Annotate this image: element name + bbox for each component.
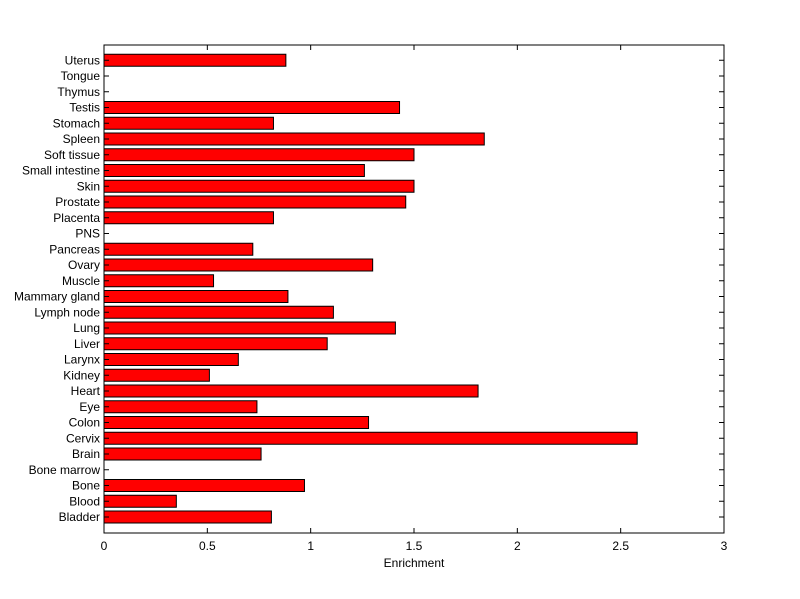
y-tick-label: Thymus bbox=[57, 85, 100, 99]
bar bbox=[103, 195, 407, 209]
y-tick-label: Placenta bbox=[53, 211, 100, 225]
y-tick-label: Tongue bbox=[61, 69, 101, 83]
bar bbox=[103, 258, 374, 272]
y-tick-label: Larynx bbox=[64, 353, 100, 367]
y-tick-label: Lymph node bbox=[34, 305, 100, 319]
x-tick-label: 2.5 bbox=[612, 539, 629, 553]
y-tick-label: Mammary gland bbox=[14, 290, 100, 304]
bar bbox=[103, 321, 396, 335]
bar bbox=[103, 494, 177, 508]
y-tick-label: Prostate bbox=[55, 195, 100, 209]
bar bbox=[103, 305, 334, 319]
y-tick-label: Stomach bbox=[53, 116, 100, 130]
y-tick-label: Bone bbox=[72, 479, 100, 493]
y-tick-label: Lung bbox=[73, 321, 100, 335]
bar bbox=[103, 416, 370, 429]
y-tick-label: Bone marrow bbox=[29, 463, 101, 477]
bar bbox=[103, 510, 272, 524]
x-tick-label: 1 bbox=[307, 539, 314, 553]
bar bbox=[103, 274, 215, 288]
bar bbox=[103, 447, 262, 461]
bar bbox=[103, 53, 287, 67]
bar bbox=[103, 211, 274, 225]
bar bbox=[103, 353, 239, 366]
y-tick-label: PNS bbox=[75, 227, 100, 241]
y-tick-label: Liver bbox=[74, 337, 100, 351]
x-axis-ticks: 0 0.5 1 1.5 2 2.5 3 bbox=[101, 45, 728, 553]
y-tick-label: Cervix bbox=[66, 431, 100, 445]
y-tick-label: Bladder bbox=[59, 510, 100, 524]
bar bbox=[103, 337, 328, 351]
y-tick-label: Kidney bbox=[63, 368, 100, 382]
x-tick-label: 3 bbox=[721, 539, 728, 553]
bar bbox=[103, 384, 479, 398]
y-tick-label: Eye bbox=[79, 400, 100, 414]
y-tick-label: Muscle bbox=[62, 274, 100, 288]
bar bbox=[103, 290, 289, 303]
y-tick-label: Skin bbox=[77, 179, 100, 193]
x-tick-label: 2 bbox=[514, 539, 521, 553]
y-tick-label: Small intestine bbox=[22, 164, 100, 178]
bar bbox=[103, 132, 485, 146]
x-tick-label: 0.5 bbox=[199, 539, 216, 553]
y-tick-label: Heart bbox=[71, 384, 101, 398]
y-tick-label: Colon bbox=[69, 416, 100, 430]
bar bbox=[103, 179, 415, 193]
bar bbox=[103, 400, 258, 414]
x-axis-label: Enrichment bbox=[384, 556, 445, 570]
x-tick-label: 1.5 bbox=[406, 539, 423, 553]
x-tick-label: 0 bbox=[101, 539, 108, 553]
y-tick-label: Brain bbox=[72, 447, 100, 461]
y-tick-label: Testis bbox=[69, 101, 100, 115]
bar bbox=[103, 101, 401, 114]
bar bbox=[103, 368, 210, 382]
bar bbox=[103, 242, 254, 256]
bars-group bbox=[103, 53, 638, 524]
bar bbox=[103, 164, 365, 177]
bar bbox=[103, 431, 638, 445]
y-tick-label: Spleen bbox=[63, 132, 100, 146]
bar bbox=[103, 116, 274, 130]
bar bbox=[103, 148, 415, 162]
bar bbox=[103, 479, 305, 492]
y-tick-label: Blood bbox=[69, 494, 100, 508]
y-tick-label: Pancreas bbox=[49, 242, 100, 256]
y-tick-label: Ovary bbox=[68, 258, 100, 272]
y-tick-label: Uterus bbox=[65, 53, 100, 67]
y-tick-label: Soft tissue bbox=[44, 148, 100, 162]
